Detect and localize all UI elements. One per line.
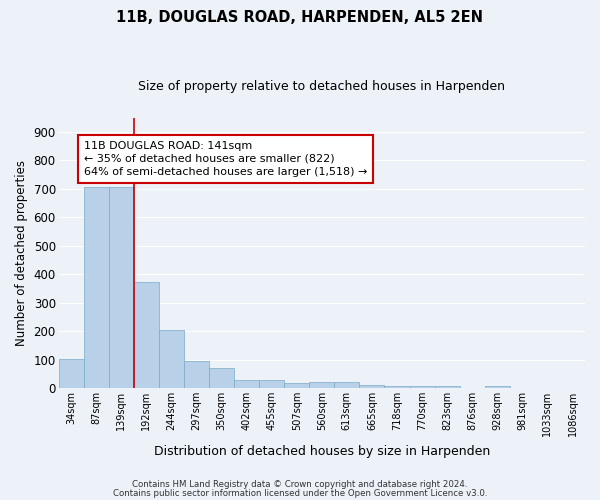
- Bar: [234, 380, 259, 388]
- Bar: [334, 382, 359, 388]
- X-axis label: Distribution of detached houses by size in Harpenden: Distribution of detached houses by size …: [154, 444, 490, 458]
- Bar: [385, 386, 410, 388]
- Bar: [159, 330, 184, 388]
- Bar: [259, 380, 284, 388]
- Bar: [109, 187, 134, 388]
- Bar: [485, 386, 510, 388]
- Bar: [359, 386, 385, 388]
- Bar: [209, 368, 234, 388]
- Bar: [284, 383, 309, 388]
- Text: Contains HM Land Registry data © Crown copyright and database right 2024.: Contains HM Land Registry data © Crown c…: [132, 480, 468, 489]
- Text: 11B, DOUGLAS ROAD, HARPENDEN, AL5 2EN: 11B, DOUGLAS ROAD, HARPENDEN, AL5 2EN: [116, 10, 484, 25]
- Text: 11B DOUGLAS ROAD: 141sqm
← 35% of detached houses are smaller (822)
64% of semi-: 11B DOUGLAS ROAD: 141sqm ← 35% of detach…: [83, 140, 367, 177]
- Bar: [434, 386, 460, 388]
- Bar: [83, 187, 109, 388]
- Bar: [309, 382, 334, 388]
- Y-axis label: Number of detached properties: Number of detached properties: [15, 160, 28, 346]
- Bar: [59, 359, 83, 388]
- Title: Size of property relative to detached houses in Harpenden: Size of property relative to detached ho…: [138, 80, 505, 93]
- Bar: [410, 386, 434, 388]
- Text: Contains public sector information licensed under the Open Government Licence v3: Contains public sector information licen…: [113, 490, 487, 498]
- Bar: [184, 361, 209, 388]
- Bar: [134, 282, 159, 388]
